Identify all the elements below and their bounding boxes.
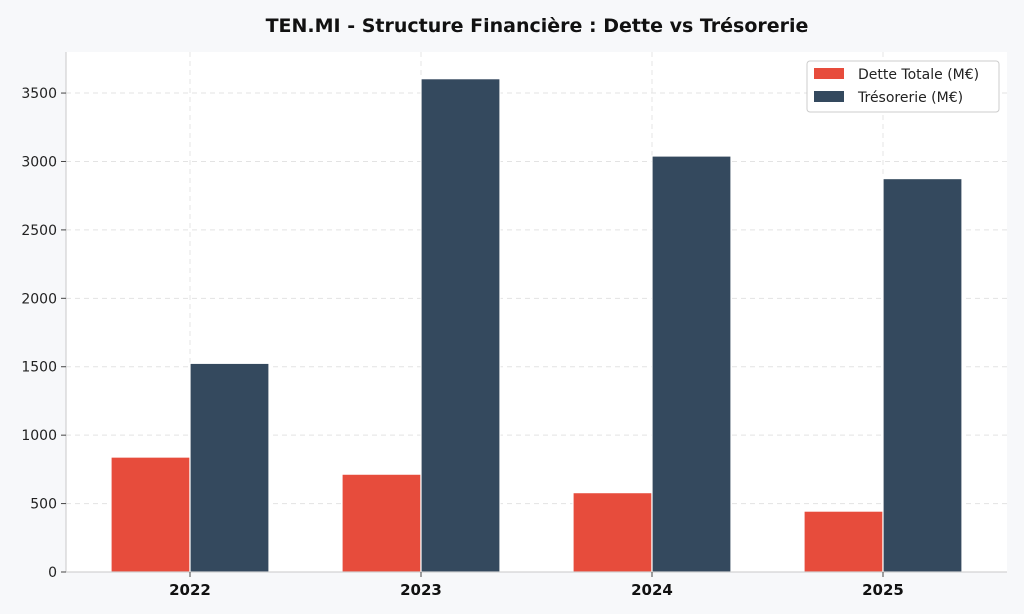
- y-tick-label: 2000: [21, 291, 57, 307]
- y-tick-label: 1500: [21, 360, 57, 376]
- bar-debt-2022: [110, 456, 191, 573]
- legend: Dette Totale (M€) Trésorerie (M€): [806, 60, 1000, 113]
- legend-swatch-debt: [814, 68, 844, 79]
- y-tick-label: 3000: [21, 154, 57, 170]
- axes-layer: [65, 52, 1007, 573]
- bar-cash-2022: [189, 362, 270, 573]
- y-tick-label: 0: [48, 565, 57, 581]
- legend-label-cash: Trésorerie (M€): [857, 90, 963, 106]
- legend-box: [806, 60, 1000, 113]
- y-tick-label: 3500: [21, 86, 57, 102]
- y-tick-label: 2500: [21, 223, 57, 239]
- x-tick-label: 2023: [400, 581, 442, 599]
- x-tick-label: 2025: [862, 581, 904, 599]
- y-tick-label: 500: [30, 497, 57, 513]
- bar-debt-2025: [803, 510, 884, 573]
- bar-cash-2023: [420, 78, 501, 573]
- legend-swatch-cash: [814, 91, 844, 102]
- bar-cash-2024: [651, 155, 732, 573]
- bar-debt-2024: [572, 492, 653, 573]
- bars-layer: [110, 78, 963, 573]
- bar-debt-2023: [341, 473, 422, 573]
- legend-label-debt: Dette Totale (M€): [858, 67, 979, 83]
- y-ticks: 0 500 1000 1500 2000 2500 3000 3500: [21, 86, 66, 581]
- x-ticks: 2022 2023 2024 2025: [169, 572, 904, 599]
- x-tick-label: 2022: [169, 581, 211, 599]
- bar-cash-2025: [882, 177, 963, 573]
- x-tick-label: 2024: [631, 581, 673, 599]
- y-tick-label: 1000: [21, 428, 57, 444]
- chart-title: TEN.MI - Structure Financière : Dette vs…: [266, 15, 809, 37]
